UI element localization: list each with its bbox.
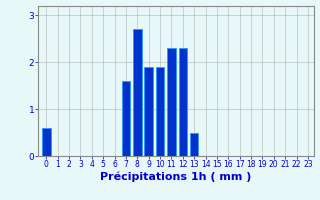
X-axis label: Précipitations 1h ( mm ): Précipitations 1h ( mm )	[100, 172, 252, 182]
Bar	[133, 29, 142, 156]
Bar	[42, 128, 51, 156]
Bar	[122, 81, 130, 156]
Bar	[179, 48, 187, 156]
Bar	[190, 133, 198, 156]
Bar	[156, 67, 164, 156]
Bar	[144, 67, 153, 156]
Bar	[167, 48, 176, 156]
